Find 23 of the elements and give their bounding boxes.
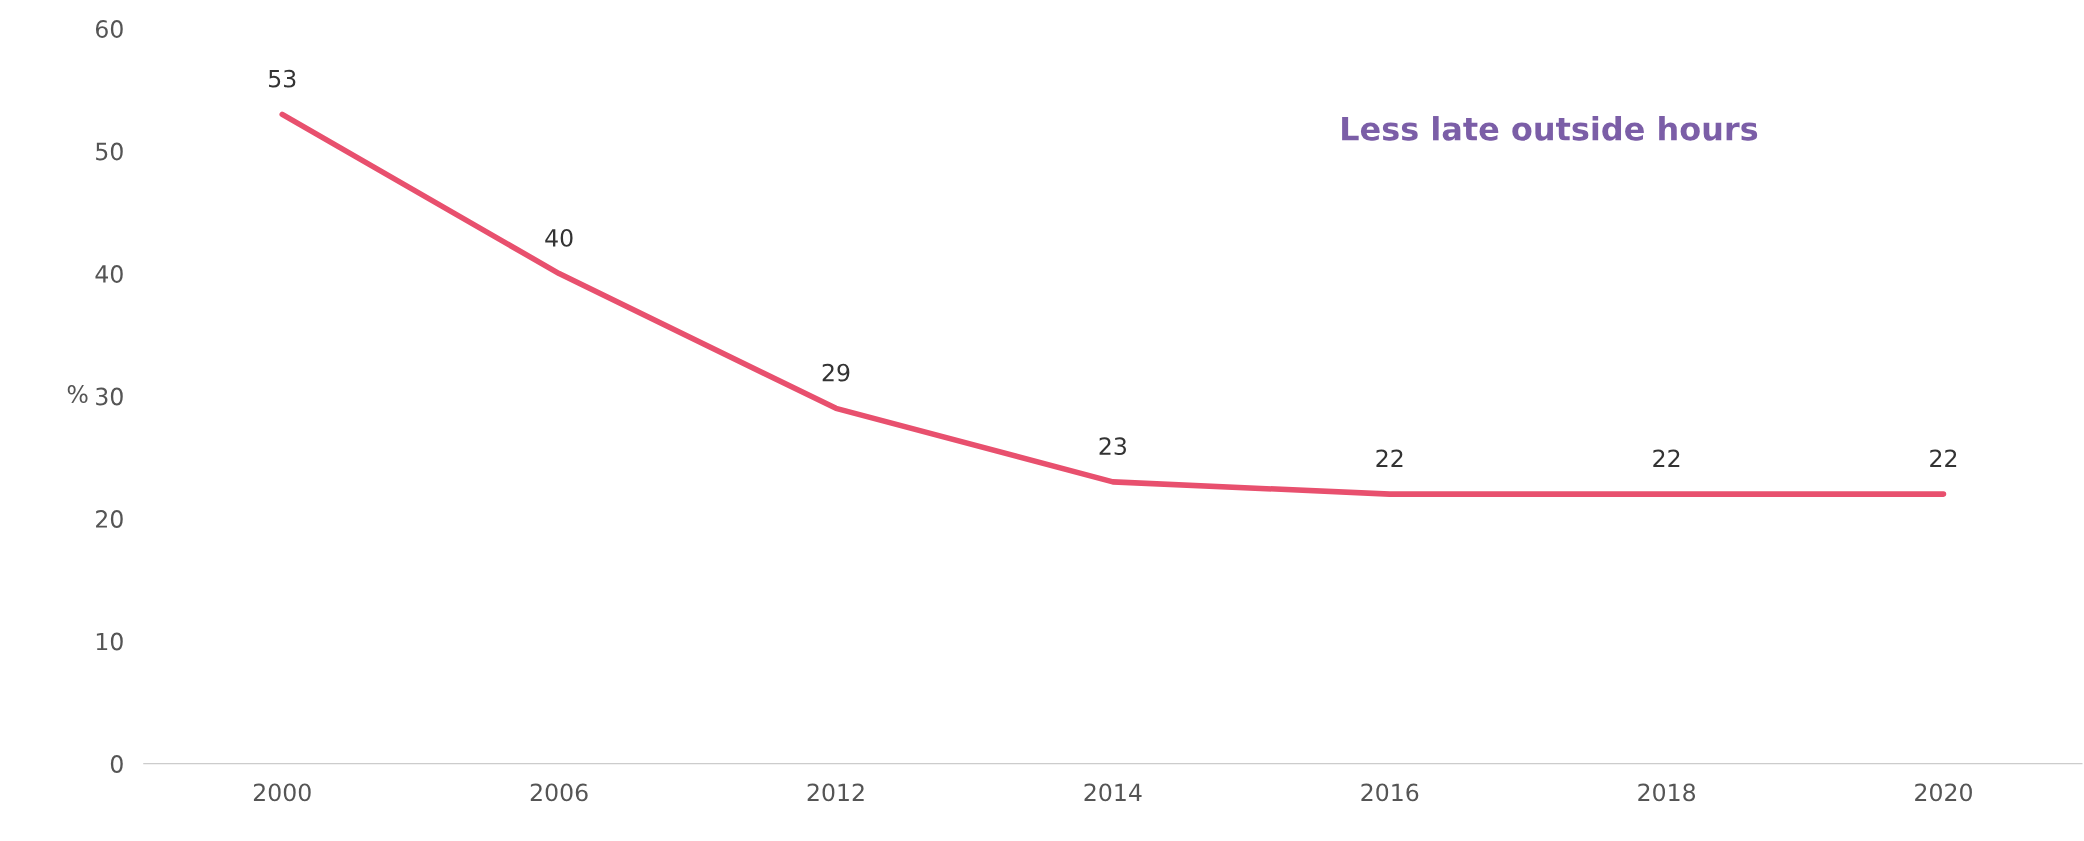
x-tick-label: 2020 — [1915, 783, 1972, 802]
x-tick-label: 2016 — [1361, 783, 1419, 802]
y-tick-label: 0 — [110, 755, 123, 773]
y-tick-label: 60 — [95, 20, 123, 38]
data-label: 40 — [545, 228, 573, 247]
data-label: 53 — [269, 69, 296, 88]
data-label: 29 — [822, 363, 850, 382]
y-tick-label: 40 — [95, 265, 123, 283]
y-axis-title: % — [67, 385, 88, 403]
y-tick-label: 30 — [96, 387, 123, 406]
data-label: 23 — [1099, 437, 1126, 456]
data-label: 22 — [1930, 449, 1957, 467]
x-tick-label: 2012 — [807, 783, 864, 802]
x-tick-label: 2000 — [253, 783, 311, 802]
data-label: 22 — [1653, 449, 1680, 467]
x-tick-label: 2014 — [1084, 783, 1142, 802]
x-tick-label: 2018 — [1638, 783, 1696, 802]
annotation: Less late outside hours — [1342, 116, 1758, 141]
y-tick-label: 20 — [96, 510, 123, 528]
x-tick-label: 2006 — [530, 783, 588, 802]
y-tick-label: 50 — [96, 142, 123, 161]
data-label: 22 — [1376, 449, 1403, 467]
y-tick-label: 10 — [96, 632, 123, 651]
